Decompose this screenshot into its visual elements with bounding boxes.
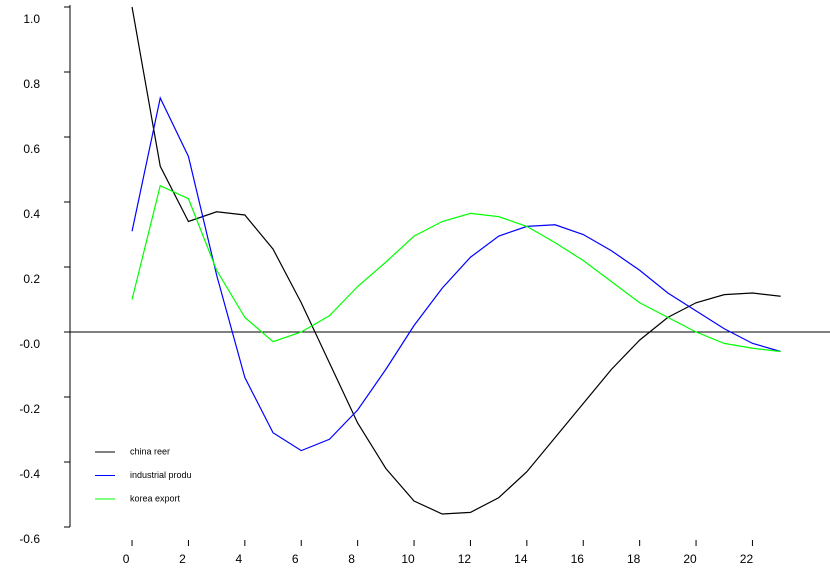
- x-tick-label: 10: [401, 552, 415, 566]
- legend-label: china reer: [130, 446, 170, 456]
- x-tick-label: 6: [292, 552, 299, 566]
- y-tick-label: 1.0: [23, 12, 40, 26]
- x-tick-label: 16: [571, 552, 585, 566]
- x-tick-label: 12: [458, 552, 472, 566]
- x-tick-label: 2: [179, 552, 186, 566]
- y-tick-label: 0.2: [23, 272, 40, 286]
- x-tick-label: 8: [348, 552, 355, 566]
- x-tick-label: 20: [683, 552, 697, 566]
- y-tick-label: 0.8: [23, 77, 40, 91]
- legend-label: korea export: [130, 493, 181, 503]
- x-tick-label: 0: [123, 552, 130, 566]
- legend-label: industrial produ: [130, 470, 192, 480]
- y-tick-label: -0.0: [19, 337, 40, 351]
- series-line: [131, 184, 781, 353]
- x-tick-label: 4: [235, 552, 242, 566]
- x-tick-label: 18: [627, 552, 641, 566]
- x-tick-label: 14: [514, 552, 528, 566]
- y-tick-label: -0.4: [19, 467, 40, 481]
- x-tick-label: 22: [740, 552, 754, 566]
- y-tick-label: -0.6: [19, 532, 40, 546]
- series-line: [131, 96, 781, 452]
- series-line: [131, 6, 781, 515]
- y-tick-label: -0.2: [19, 402, 40, 416]
- y-tick-label: 0.6: [23, 142, 40, 156]
- y-tick-label: 0.4: [23, 207, 40, 221]
